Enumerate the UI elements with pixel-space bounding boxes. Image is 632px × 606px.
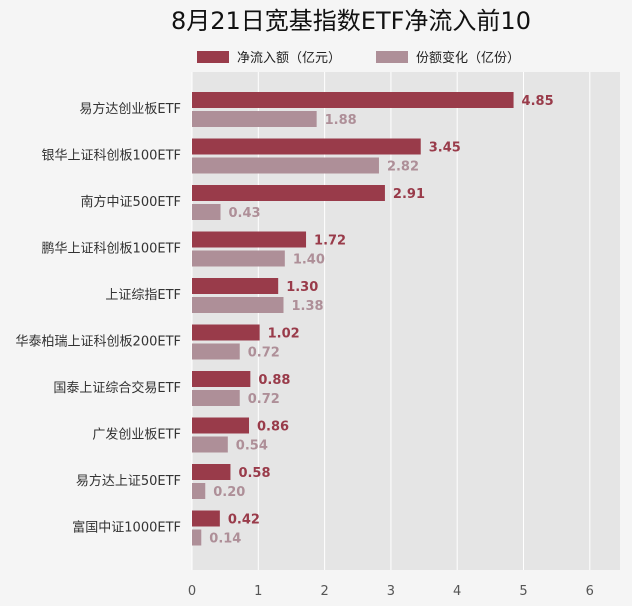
bar-inflow: [192, 417, 250, 434]
category-label: 易方达创业板ETF: [79, 101, 181, 117]
data-label: 0.43: [229, 206, 261, 221]
data-label: 1.38: [291, 299, 323, 314]
category-label: 华泰柏瑞上证科创板200ETF: [16, 335, 181, 350]
bar-share-change: [192, 483, 206, 499]
x-tick-label: 4: [453, 584, 461, 599]
data-label: 1.40: [293, 253, 325, 268]
data-label: 1.02: [268, 327, 300, 342]
data-label: 2.91: [393, 187, 425, 202]
data-label: 1.88: [325, 113, 357, 128]
bar-inflow: [192, 138, 421, 155]
x-tick-label: 6: [586, 584, 594, 599]
x-tick-label: 2: [320, 584, 328, 599]
category-label: 上证综指ETF: [105, 288, 181, 303]
data-label: 0.54: [236, 439, 268, 454]
bar-share-change: [192, 204, 221, 220]
x-tick-label: 3: [387, 584, 395, 599]
data-label: 0.58: [238, 466, 270, 481]
legend-swatch-inflow: [197, 51, 229, 63]
bar-share-change: [192, 111, 317, 127]
value-labels: 4.85 1.88 3.45 2.82 2.91 0.43 1.72 1.40 1.30 1.38…: [209, 94, 553, 547]
data-label: 0.20: [213, 485, 245, 500]
data-label: 3.45: [429, 141, 461, 156]
legend: 净流入额（亿元） 份额变化（亿份）: [197, 50, 520, 66]
bar-inflow: [192, 324, 260, 341]
bar-share-change: [192, 297, 284, 313]
bar-inflow: [192, 464, 231, 480]
bar-inflow: [192, 185, 385, 201]
bar-inflow: [192, 231, 307, 248]
bar-inflow: [192, 371, 251, 387]
legend-swatch-share-change: [376, 51, 408, 63]
x-tick-label: 5: [519, 584, 527, 599]
x-tick-label: 1: [254, 584, 262, 599]
grid: [191, 72, 591, 570]
category-label: 银华上证科创板100ETF: [42, 149, 181, 164]
data-label: 4.85: [522, 94, 554, 109]
legend-label-inflow: 净流入额（亿元）: [237, 51, 341, 66]
data-label: 2.82: [387, 160, 419, 175]
data-label: 0.86: [257, 420, 289, 435]
bar-inflow: [192, 92, 514, 108]
data-label: 0.72: [248, 346, 280, 361]
data-label: 0.72: [248, 392, 280, 407]
bar-share-change: [192, 436, 228, 453]
category-label: 广发创业板ETF: [92, 427, 181, 443]
category-labels: 易方达创业板ETF 银华上证科创板100ETF 南方中证500ETF 鹏华上证科创板1…: [16, 101, 181, 536]
legend-label-share-change: 份额变化（亿份）: [416, 50, 520, 66]
bar-inflow: [192, 510, 220, 527]
x-tick-label: 0: [188, 584, 196, 599]
bar-share-change: [192, 529, 202, 546]
bar-inflow: [192, 278, 279, 294]
data-label: 1.72: [314, 234, 346, 249]
data-label: 0.88: [258, 373, 290, 388]
bar-share-change: [192, 390, 240, 406]
category-label: 易方达上证50ETF: [76, 473, 181, 489]
bar-share-change: [192, 157, 379, 174]
bar-share-change: [192, 250, 285, 267]
category-label: 鹏华上证科创板100ETF: [42, 242, 181, 257]
data-label: 0.42: [228, 513, 260, 528]
data-label: 1.30: [286, 280, 318, 295]
data-label: 0.14: [209, 532, 241, 547]
category-label: 富国中证1000ETF: [72, 520, 181, 536]
chart-title: 8月21日宽基指数ETF净流入前10: [171, 7, 531, 35]
x-axis-ticks: 0 1 2 3 4 5 6: [188, 584, 594, 599]
plot-background: [192, 72, 620, 570]
category-label: 国泰上证综合交易ETF: [53, 380, 181, 396]
bar-share-change: [192, 343, 240, 360]
category-label: 南方中证500ETF: [81, 194, 181, 210]
bars: [192, 92, 514, 546]
